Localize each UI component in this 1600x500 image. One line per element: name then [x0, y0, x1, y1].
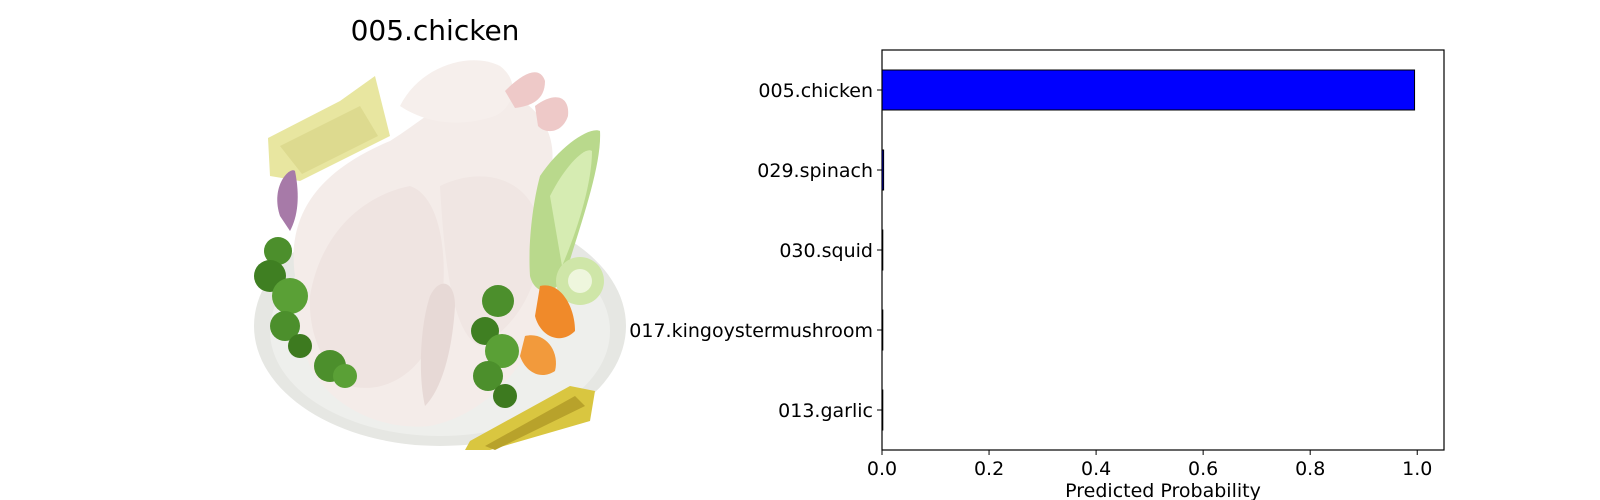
plot-area-frame	[881, 49, 1445, 451]
x-tick-label: 0.8	[1295, 458, 1325, 480]
x-tick-label: 1.0	[1402, 458, 1432, 480]
x-axis-label: Predicted Probability	[1065, 480, 1261, 500]
y-tick-label: 029.spinach	[757, 160, 873, 182]
x-tick-label: 0.4	[1081, 458, 1111, 480]
chicken-image	[240, 46, 630, 450]
bar-005.chicken	[881, 69, 1416, 111]
x-tick-label: 0.0	[867, 458, 897, 480]
y-tick-label: 017.kingoystermushroom	[629, 320, 873, 342]
y-tick-label: 005.chicken	[758, 80, 873, 102]
image-title: 005.chicken	[350, 14, 520, 47]
x-tick-label: 0.6	[1188, 458, 1218, 480]
x-tick-label: 0.2	[974, 458, 1004, 480]
y-tick-label: 013.garlic	[778, 400, 873, 422]
y-tick-label: 030.squid	[779, 240, 873, 262]
